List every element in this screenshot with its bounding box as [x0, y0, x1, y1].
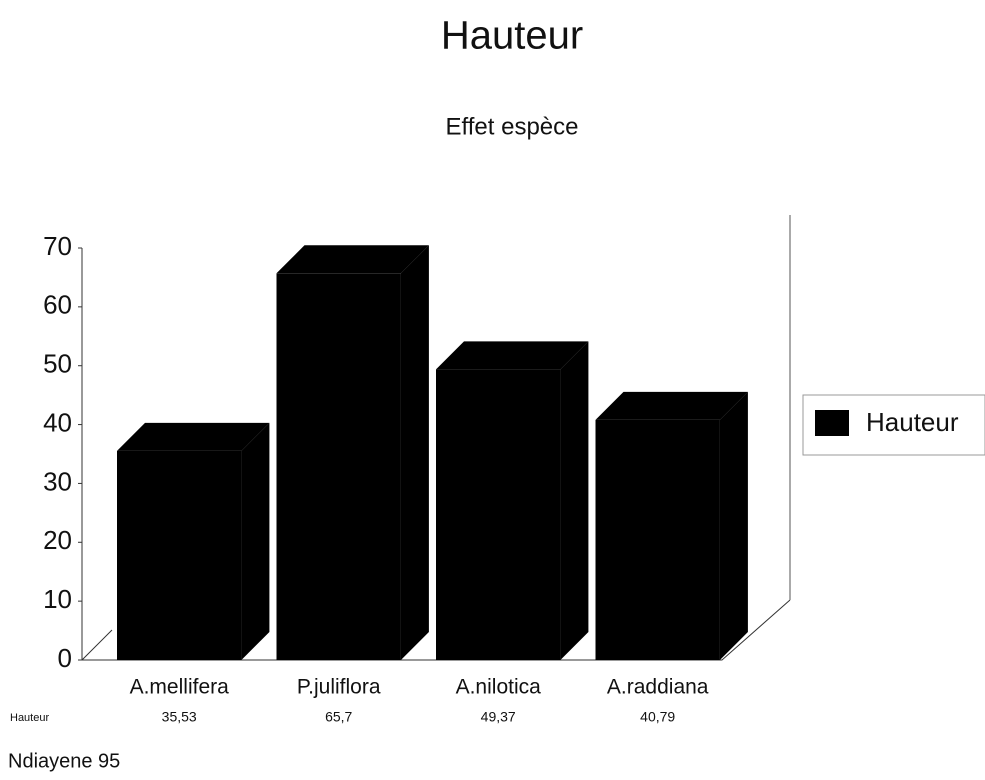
bar-side	[560, 341, 589, 660]
value-label: 40,79	[640, 709, 675, 725]
bar-side	[400, 245, 429, 660]
bar	[276, 273, 401, 660]
chart-subtitle: Effet espèce	[446, 113, 579, 140]
y-tick-label: 0	[58, 643, 72, 673]
bar	[117, 450, 242, 660]
bar	[595, 419, 720, 660]
bar-top	[436, 341, 589, 370]
bar-top	[276, 245, 429, 274]
bar	[436, 369, 561, 660]
bar-side	[719, 391, 748, 660]
legend-swatch	[815, 410, 849, 436]
footer: Ndiayene 95	[8, 750, 120, 772]
y-tick-label: 50	[43, 349, 72, 379]
legend-label: Hauteur	[866, 407, 959, 437]
legend-box	[802, 394, 985, 456]
value-label: 35,53	[162, 709, 197, 725]
chart-title: Hauteur	[441, 14, 583, 58]
y-tick-label: 70	[43, 231, 72, 261]
value-label: 65,7	[325, 709, 352, 725]
x-tick-label: A.raddiana	[607, 676, 709, 699]
y-tick-label: 20	[43, 525, 72, 555]
bar-top	[117, 422, 270, 451]
y-tick-label: 60	[43, 290, 72, 320]
y-tick-label: 40	[43, 407, 72, 437]
y-tick-label: 10	[43, 584, 72, 614]
x-tick-label: A.mellifera	[130, 676, 230, 699]
x-tick-label: A.nilotica	[456, 676, 542, 699]
x-tick-label: P.juliflora	[297, 676, 381, 699]
value-label: 49,37	[481, 709, 516, 725]
bar-side	[241, 422, 270, 660]
table-row-label: Hauteur	[10, 712, 49, 724]
bar-top	[595, 391, 748, 420]
y-tick-label: 30	[43, 466, 72, 496]
